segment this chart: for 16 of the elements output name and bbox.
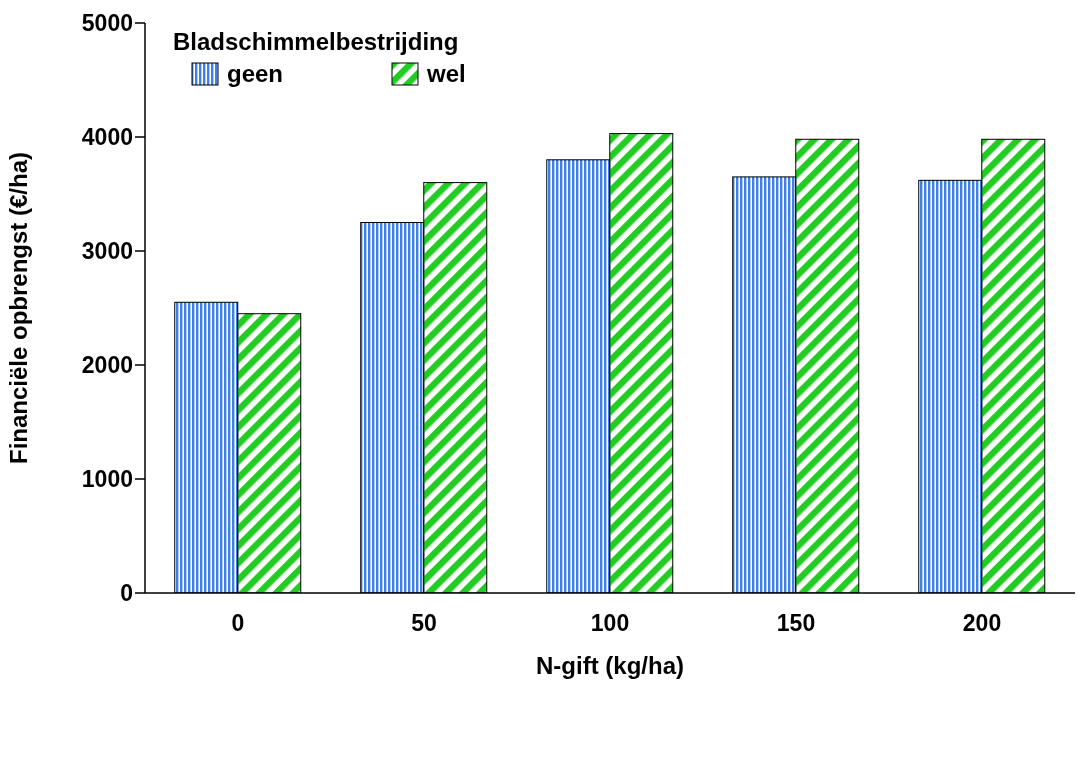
x-tick-label: 100 (590, 610, 630, 637)
legend-label: geen (227, 60, 284, 88)
x-axis-title: N-gift (kg/ha) (536, 652, 684, 679)
legend-label: wel (427, 60, 466, 88)
x-tick-label: 50 (411, 610, 437, 637)
y-tick-label: 3000 (81, 238, 133, 265)
y-tick-label: 1000 (81, 466, 133, 493)
x-tick-label: 150 (776, 610, 816, 637)
y-tick-label: 0 (120, 580, 133, 607)
y-tick-label: 4000 (81, 124, 133, 151)
legend-title: Bladschimmelbestrijding (173, 28, 460, 56)
y-axis-title: Financiële opbrengst (€/ha) (4, 151, 32, 465)
y-tick-label: 2000 (81, 352, 133, 379)
x-tick-label: 0 (231, 610, 245, 637)
x-tick-label: 200 (962, 610, 1002, 637)
y-tick-label: 5000 (81, 10, 133, 37)
